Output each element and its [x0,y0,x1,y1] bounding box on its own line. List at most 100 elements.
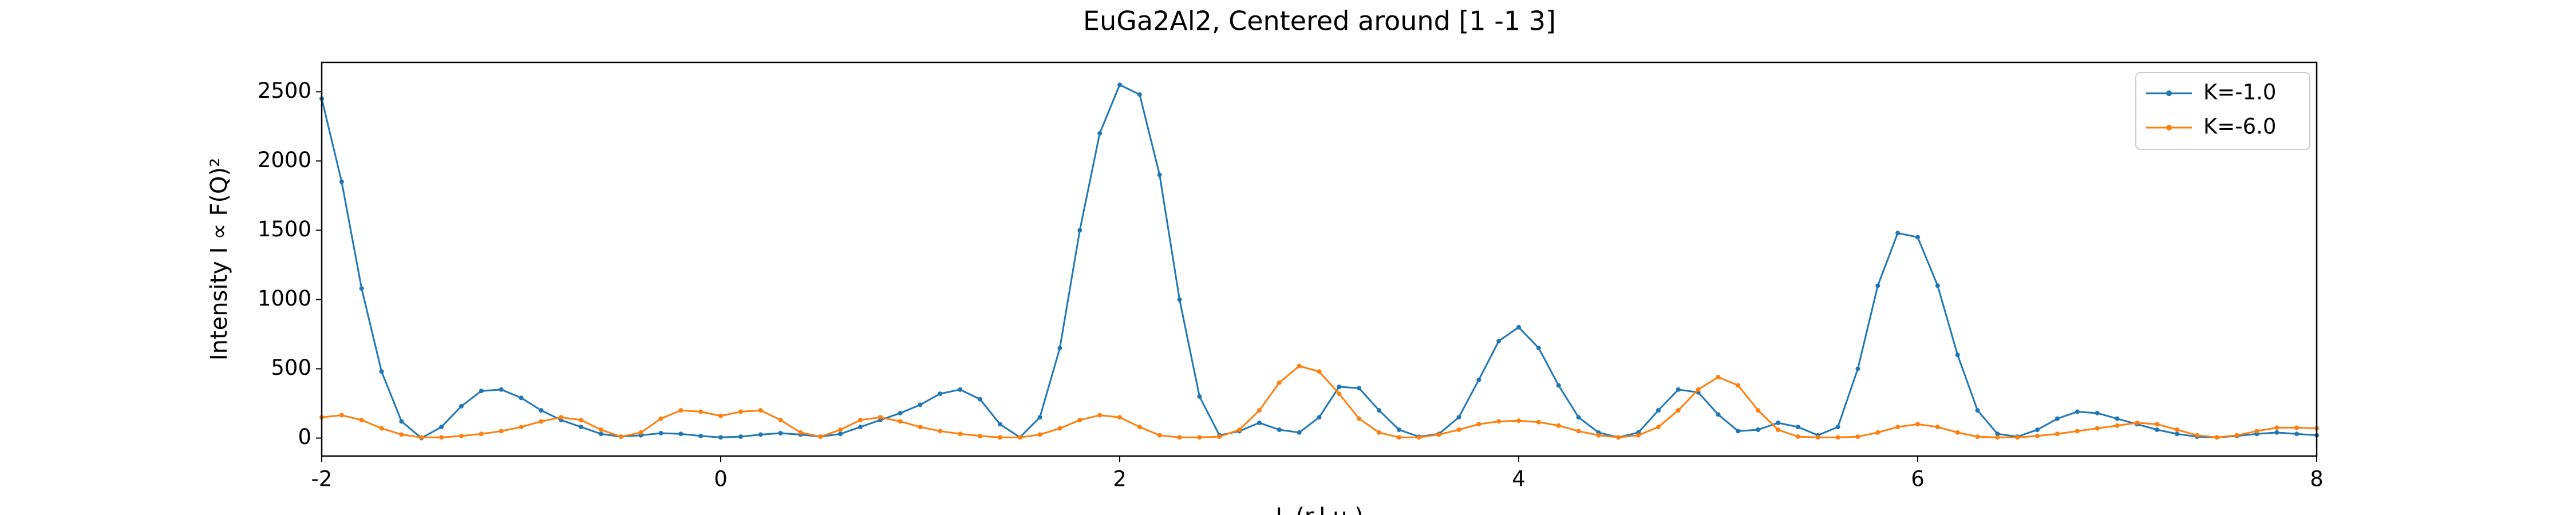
data-point [339,413,344,418]
data-point [1676,408,1681,413]
data-point [678,431,683,437]
data-point [1855,434,1860,439]
data-point [1795,434,1800,439]
data-point [2075,429,2080,434]
data-point [2155,422,2160,427]
data-point [1416,435,1421,440]
data-point [499,429,504,434]
data-point [1795,425,1800,430]
data-point [1037,415,1042,420]
data-point [978,433,983,438]
y-tick-label: 1500 [258,217,311,241]
data-point [838,431,843,437]
data-point [2035,427,2040,433]
data-point [2274,425,2279,430]
data-point [1995,431,2000,437]
data-point [1037,432,1042,437]
data-point [1576,415,1581,420]
data-point [2175,431,2180,437]
chart-title: EuGa2Al2, Centered around [1 -1 3] [1083,6,1556,37]
data-point [1057,346,1062,351]
data-point [838,427,843,433]
data-point [1117,82,1122,88]
data-point [2035,433,2040,438]
data-point [339,179,344,184]
data-point [1676,387,1681,392]
x-tick-label: 6 [1911,467,1925,492]
y-tick-label: 500 [271,355,311,380]
data-point [1137,92,1142,97]
data-point [2095,426,2100,431]
data-point [1396,427,1401,433]
y-tick-label: 2500 [258,78,311,103]
data-point [1835,435,1840,440]
data-point [818,434,823,439]
data-point [1436,432,1441,437]
data-point [2055,416,2060,421]
data-point [2135,420,2140,425]
data-point [1516,418,1521,423]
data-point [2095,410,2100,415]
data-point [1815,435,1820,440]
x-axis-label: L (r.l.u.) [1275,504,1364,515]
data-point [858,418,863,423]
data-point [1277,427,1282,433]
data-point [539,408,544,413]
data-point [1616,435,1621,440]
data-point [479,431,484,437]
data-point [2254,429,2259,434]
data-point [399,419,404,424]
data-point [1077,418,1082,423]
data-point [1157,433,1162,438]
data-point [978,397,983,402]
data-point [958,431,963,437]
data-point [598,431,603,437]
data-point [2234,433,2239,438]
data-point [379,369,384,374]
data-point [519,395,524,401]
data-point [1456,427,1461,433]
data-point [439,435,444,440]
plot-frame [321,61,2318,457]
data-point [1975,434,1980,439]
data-point [1776,420,1781,425]
data-point [1337,391,1342,397]
data-point [1456,415,1461,420]
legend-marker [2166,90,2172,96]
data-point [1197,394,1202,399]
data-point [1776,427,1781,433]
data-point [1057,426,1062,431]
data-point [1337,384,1342,389]
data-point [2075,409,2080,414]
data-point [718,413,723,418]
data-point [2214,435,2219,440]
data-point [1377,408,1382,413]
data-point [1576,429,1581,434]
legend-box [2135,72,2310,150]
data-point [1875,283,1880,288]
data-point [898,419,903,424]
data-point [1935,425,1940,430]
data-point [738,409,743,414]
data-point [938,391,943,397]
data-point [1377,430,1382,435]
data-point [878,415,883,420]
legend-marker [2166,125,2172,130]
data-point [1496,339,1502,344]
data-point [1556,383,1561,388]
data-point [2294,425,2300,430]
data-point [1217,434,1222,439]
data-point [1496,419,1502,424]
data-point [698,433,704,438]
data-point [1716,412,1721,417]
data-point [798,430,803,435]
x-tick-label: 8 [2310,467,2324,492]
data-point [2194,433,2199,438]
data-point [479,389,484,394]
data-point [1357,416,1362,421]
data-point [579,418,584,423]
data-point [718,435,723,440]
data-point [2055,431,2060,437]
data-point [1297,363,1302,369]
data-point [1955,352,1960,358]
